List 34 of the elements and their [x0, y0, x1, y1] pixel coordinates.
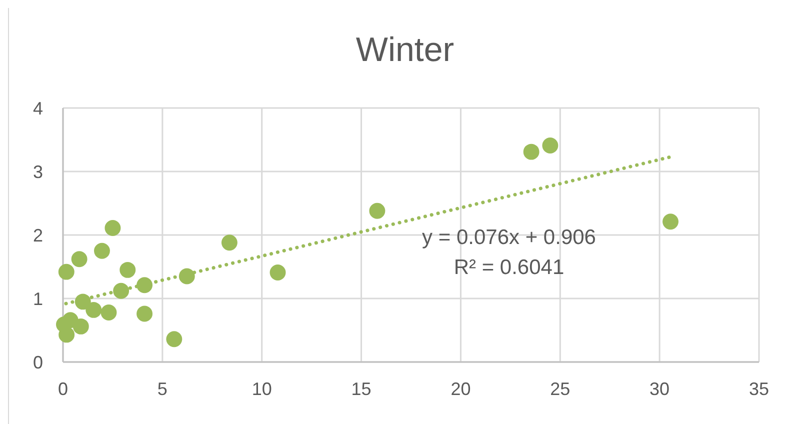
point — [86, 302, 102, 318]
y-tick-label: 1 — [32, 288, 43, 309]
chart-title: Winter — [354, 30, 456, 70]
x-tick-label: 30 — [650, 378, 670, 399]
x-tick-label: 15 — [351, 378, 372, 399]
y-tick-label: 4 — [32, 98, 43, 118]
x-tick-label: 35 — [748, 378, 770, 399]
point — [662, 214, 678, 230]
point — [56, 316, 72, 332]
x-tick-label: 5 — [157, 378, 168, 399]
point — [120, 262, 136, 278]
y-tick-label: 0 — [32, 352, 43, 372]
annotation: R² = 0.6041 — [452, 255, 566, 281]
x-tick-label: 25 — [550, 378, 570, 399]
point — [72, 318, 89, 334]
annotation: y = 0.076x + 0.906 — [421, 225, 597, 251]
point — [523, 144, 540, 160]
point — [136, 306, 153, 322]
x-tick-label: 10 — [252, 378, 272, 399]
point — [100, 304, 117, 320]
point — [221, 234, 238, 251]
y-tick-label: 2 — [32, 225, 43, 246]
point — [94, 242, 110, 259]
point — [542, 138, 558, 154]
x-tick-label: 0 — [58, 378, 68, 399]
point — [71, 251, 88, 268]
point — [166, 331, 182, 348]
point — [369, 202, 386, 219]
x-tick-label: 20 — [450, 378, 471, 399]
point — [104, 220, 121, 236]
point — [58, 264, 74, 280]
point — [270, 264, 286, 280]
y-tick-label: 3 — [32, 162, 43, 182]
point — [113, 282, 130, 299]
